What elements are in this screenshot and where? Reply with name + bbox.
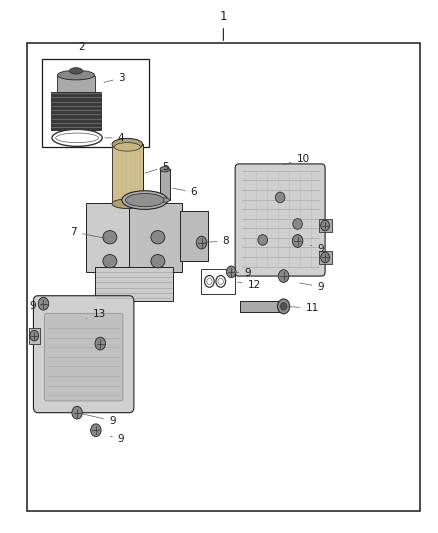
FancyBboxPatch shape	[235, 164, 325, 276]
Circle shape	[91, 424, 101, 437]
Text: 9: 9	[311, 245, 324, 254]
Circle shape	[279, 270, 289, 282]
Text: 6: 6	[173, 187, 197, 197]
Text: 11: 11	[286, 303, 319, 313]
Text: 10: 10	[283, 154, 310, 165]
Bar	[95, 266, 173, 301]
Ellipse shape	[114, 143, 141, 151]
Circle shape	[30, 330, 39, 341]
Ellipse shape	[103, 255, 117, 268]
Circle shape	[321, 220, 329, 231]
Ellipse shape	[160, 198, 170, 202]
Circle shape	[38, 297, 49, 310]
Ellipse shape	[278, 299, 290, 314]
Ellipse shape	[112, 199, 143, 208]
Circle shape	[226, 266, 236, 278]
Circle shape	[95, 337, 106, 350]
Ellipse shape	[52, 130, 102, 147]
Ellipse shape	[218, 278, 223, 285]
Ellipse shape	[207, 278, 212, 285]
Text: 9: 9	[29, 301, 43, 311]
Text: 7: 7	[71, 227, 105, 238]
Bar	[29, 328, 40, 344]
Ellipse shape	[57, 70, 95, 80]
Ellipse shape	[205, 276, 214, 287]
Ellipse shape	[103, 231, 117, 244]
Bar	[130, 203, 182, 272]
Ellipse shape	[151, 255, 165, 268]
FancyBboxPatch shape	[33, 296, 134, 413]
Text: 9: 9	[300, 282, 324, 292]
Text: 3: 3	[104, 73, 125, 83]
Ellipse shape	[216, 276, 226, 287]
Ellipse shape	[160, 166, 170, 172]
Text: 12: 12	[237, 280, 261, 290]
Text: 8: 8	[204, 236, 229, 246]
Text: 9: 9	[234, 268, 251, 278]
Bar	[318, 251, 332, 264]
Ellipse shape	[126, 193, 164, 207]
Bar	[201, 269, 235, 294]
Text: 9: 9	[110, 434, 124, 445]
Text: 9: 9	[80, 413, 116, 426]
Circle shape	[72, 406, 82, 419]
Text: 13: 13	[86, 309, 106, 319]
Bar	[180, 211, 208, 261]
Text: 2: 2	[78, 42, 85, 52]
Bar	[318, 219, 332, 232]
Ellipse shape	[70, 68, 82, 74]
Ellipse shape	[293, 219, 302, 229]
Text: 1: 1	[219, 10, 227, 41]
Bar	[57, 76, 95, 92]
Circle shape	[292, 235, 303, 247]
Bar	[112, 144, 143, 204]
FancyBboxPatch shape	[44, 313, 123, 401]
Ellipse shape	[122, 191, 168, 209]
Ellipse shape	[151, 231, 165, 244]
Text: 5: 5	[145, 161, 169, 173]
Text: 4: 4	[105, 133, 124, 143]
Ellipse shape	[56, 133, 99, 143]
Circle shape	[196, 236, 207, 249]
Bar	[240, 301, 284, 312]
Bar	[160, 169, 170, 200]
Ellipse shape	[112, 139, 143, 150]
Ellipse shape	[281, 303, 287, 310]
Bar	[27, 43, 420, 511]
Bar	[51, 92, 101, 130]
Ellipse shape	[258, 235, 268, 245]
Bar	[42, 59, 149, 147]
Ellipse shape	[276, 192, 285, 203]
Circle shape	[321, 252, 329, 263]
Bar	[86, 203, 130, 272]
